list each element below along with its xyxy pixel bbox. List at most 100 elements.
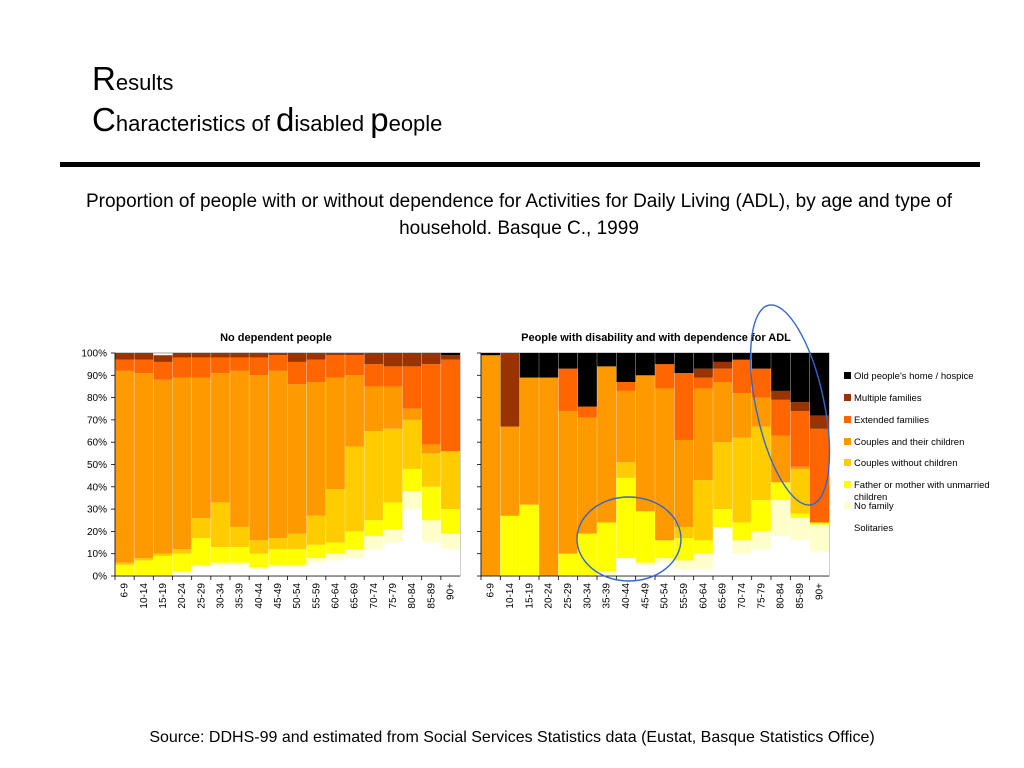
bar-segment [268,549,288,565]
bar-segment [134,353,154,360]
bar-segment [713,361,733,369]
legend-swatch [844,502,851,509]
bar-segment [771,399,791,436]
y-tick-label: 60% [87,438,107,449]
bar-segment [693,480,713,541]
x-tick-label: 20-24 [177,583,188,609]
bar-segment [771,535,791,576]
bar-segment [440,509,460,534]
x-tick-label: 65-69 [350,583,361,609]
bar-segment [210,564,230,576]
bar-segment [364,535,384,550]
y-tick-label: 30% [87,505,107,516]
bar-segment [519,353,539,378]
x-tick-label: 85-89 [426,583,437,609]
figure-caption: Proportion of people with or without dep… [85,191,953,239]
bar-segment [421,353,441,365]
bar-segment [345,531,365,550]
bar-segment [230,562,250,565]
bar-segment [771,353,791,391]
x-tick-label: 70-74 [369,583,380,609]
bar-segment [790,468,810,514]
legend-label: Old people's home / hospice [854,371,974,382]
bar-segment [790,410,810,467]
bar-segment [440,549,460,576]
bar-segment [306,558,326,563]
legend: Old people's home / hospice Multiple fami… [844,371,990,534]
bar-segment [210,502,230,548]
bar-segment [191,567,211,576]
bar-segment [751,353,771,369]
bar-segment [558,368,578,411]
title-rest: esults [115,70,174,95]
bar-segment [655,540,675,559]
bar-segment [635,375,655,512]
source-note: Source: DDHS-99 and estimated from Socia… [149,729,875,746]
bar-segment [693,368,713,378]
bar-segment [268,370,288,539]
bar-segment [751,531,771,550]
bar-segment [674,373,694,440]
bar-segment [364,549,384,576]
x-tick-label: 75-79 [388,583,399,609]
bar-segment [481,355,501,576]
bar-segment [402,509,422,576]
bar-segment [115,370,135,563]
legend-swatch [844,438,851,445]
bar-segment [268,353,288,356]
bar-segment [230,547,250,563]
bar-segment [751,549,771,576]
bar-segment [732,353,752,360]
bar-segment [519,504,539,576]
bar-segment [421,453,441,487]
y-tick-label: 50% [87,460,107,471]
y-tick-label: 40% [87,482,107,493]
bar-segment [713,368,733,382]
bar-segment [421,486,441,521]
bar-segment [616,353,636,382]
bar-segment [134,558,154,561]
bar-segment [421,520,441,543]
bar-segment [655,364,675,389]
bar-segment [558,553,578,576]
x-tick-label: 55-59 [679,583,690,609]
bar-segment [693,377,713,389]
bar-segment [597,353,617,367]
bar-segment [134,373,154,559]
x-tick-label: 60-64 [698,583,709,609]
bar-segment [325,489,345,543]
bar-segment [790,513,810,519]
bar-segment [172,357,192,378]
bar-segment [674,526,694,539]
bar-segment [693,553,713,570]
bar-segment [597,522,617,572]
chart-2: People with disability and with dependen… [477,332,830,609]
x-tick-label: 40-44 [254,583,265,609]
x-tick-label: 90+ [814,583,825,600]
bar-segment [732,393,752,438]
highlight-ellipse-elderly [749,304,831,506]
bar-segment [732,359,752,394]
bar-segment [172,573,192,576]
bar-segment [402,468,422,492]
bar-segment [325,553,345,561]
bar-segment [306,353,326,360]
legend-label: Solitaries [854,523,893,534]
bar-segment [577,353,597,407]
bar-segment [287,384,307,534]
bar-segment [402,366,422,409]
bar-segment [674,569,694,576]
bar-segment [268,355,288,371]
bar-segment [440,533,460,550]
slide-subtitle: Characteristics of disabled people [92,103,442,136]
bar-segment [577,417,597,534]
bar-segment [402,408,422,420]
x-tick-label: 80-84 [407,583,418,609]
bar-segment [325,377,345,490]
legend-swatch [844,372,851,379]
bar-segment [210,373,230,503]
subtitle-initial-3: p [370,101,389,138]
bar-segment [713,381,733,443]
bar-segment [325,353,345,356]
bar-segment [172,549,192,554]
